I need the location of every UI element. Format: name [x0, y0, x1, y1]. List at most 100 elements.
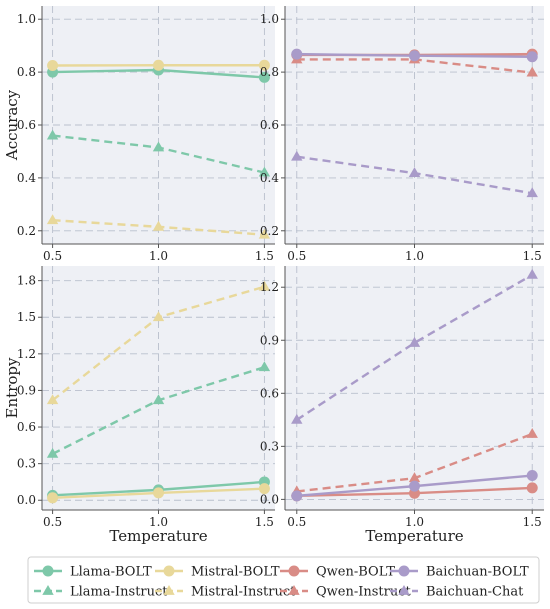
y-tick-label: 0.3: [17, 457, 36, 471]
x-tick-label: 1.0: [405, 515, 424, 529]
data-point: [408, 167, 421, 178]
legend-entry: Mistral-BOLT: [155, 565, 280, 580]
legend-entry: Baichuan-Chat: [390, 585, 524, 600]
legend-entry: Llama-Instruct: [34, 585, 168, 600]
legend-label: Qwen-BOLT: [316, 565, 395, 580]
legend: Llama-BOLT Mistral-BOLT Qwen-BOLT Baichuan-…: [27, 556, 540, 604]
series-llama-instruct: [46, 129, 271, 177]
legend-marker: [288, 565, 300, 577]
data-point: [409, 50, 420, 62]
y-tick-label: 0.4: [260, 171, 279, 185]
legend-label: Mistral-BOLT: [191, 565, 280, 580]
series-mistral-bolt: [47, 483, 270, 504]
series-mistral-instruct: [46, 280, 271, 405]
legend-label: Llama-BOLT: [70, 565, 152, 580]
series-baichuan-bolt: [291, 48, 538, 63]
legend-marker: [398, 565, 410, 577]
y-tick-label: 0.0: [260, 492, 279, 506]
data-point: [258, 280, 271, 291]
data-point: [526, 66, 538, 77]
series-baichuan-chat: [291, 268, 538, 424]
data-point: [409, 480, 420, 492]
legend-entry: Mistral-Instruct: [155, 585, 296, 600]
data-point: [46, 394, 59, 405]
legend-marker: [398, 585, 410, 595]
legend-entry: Qwen-BOLT: [280, 565, 395, 580]
data-point: [153, 59, 164, 71]
y-axis-label: Accuracy: [3, 89, 21, 161]
data-point: [258, 483, 270, 495]
legend-marker: [163, 585, 175, 595]
legend-marker: [288, 585, 300, 595]
chart-panel-top-left: 0.2 0.4 0.6 0.8 1.0 0.5 1.0 1.5 Accuracy: [3, 6, 275, 263]
legend-label: Mistral-Instruct: [191, 585, 296, 600]
x-tick-label: 1.5: [523, 249, 542, 263]
legend-marker: [163, 565, 175, 577]
data-point: [291, 413, 303, 424]
data-point: [258, 361, 271, 372]
data-point: [258, 59, 270, 71]
legend-entry: Qwen-Instruct: [280, 585, 412, 600]
data-point: [258, 228, 271, 239]
y-tick-label: 1.2: [260, 280, 279, 294]
x-tick-label: 0.5: [287, 249, 306, 263]
y-tick-label: 1.0: [17, 12, 36, 26]
y-tick-label: 0.8: [17, 65, 36, 79]
x-tick-label: 1.5: [255, 515, 274, 529]
data-point: [46, 214, 59, 225]
x-tick-label: 0.5: [287, 515, 306, 529]
y-tick-label: 0.2: [17, 224, 36, 238]
y-tick-label: 1.8: [17, 274, 36, 288]
y-tick-label: 0.2: [260, 224, 279, 238]
chart-panel-top-right: 0.2 0.4 0.6 0.8 1.0 0.5 1.0 1.5: [260, 6, 544, 263]
legend-label: Baichuan-BOLT: [426, 565, 529, 580]
y-tick-label: 0.6: [17, 420, 36, 434]
legend-marker: [42, 565, 54, 577]
data-point: [47, 60, 59, 71]
data-point: [526, 482, 538, 494]
series-mistral-bolt: [47, 59, 270, 71]
legend-label: Qwen-Instruct: [316, 585, 412, 600]
data-point: [526, 187, 538, 198]
data-point: [46, 447, 59, 458]
x-tick-label: 1.5: [523, 515, 542, 529]
data-point: [46, 129, 59, 140]
legend-marker: [42, 585, 54, 595]
y-tick-label: 1.2: [17, 347, 36, 361]
data-point: [152, 394, 165, 405]
legend-label: Baichuan-Chat: [426, 585, 524, 600]
chart-panel-bottom-right: 0.0 0.3 0.6 0.9 1.2 0.5 1.0 1.5 Temperature: [260, 266, 544, 545]
data-point: [153, 487, 164, 499]
data-point: [152, 141, 165, 152]
data-point: [526, 51, 538, 63]
y-tick-label: 0.6: [260, 118, 279, 132]
data-point: [47, 492, 59, 504]
legend-label: Llama-Instruct: [70, 585, 168, 600]
data-point: [408, 336, 421, 347]
y-tick-label: 1.5: [17, 310, 36, 324]
series-mistral-instruct: [46, 214, 271, 239]
data-point: [291, 48, 303, 60]
series-llama-instruct: [46, 361, 271, 458]
data-point: [526, 427, 538, 438]
data-point: [258, 166, 271, 177]
series-baichuan-bolt: [291, 470, 538, 502]
data-point: [152, 220, 165, 231]
data-point: [152, 311, 165, 322]
y-tick-label: 0.6: [260, 386, 279, 400]
data-point: [291, 150, 303, 161]
y-tick-label: 0.0: [17, 493, 36, 507]
legend-entry: Llama-BOLT: [34, 565, 152, 580]
x-tick-label: 0.5: [43, 249, 62, 263]
data-point: [258, 71, 270, 83]
data-point: [526, 470, 538, 482]
y-axis-label: Entropy: [3, 357, 21, 418]
series-line: [296, 273, 533, 421]
y-tick-label: 0.9: [260, 333, 279, 347]
y-tick-label: 0.8: [260, 65, 279, 79]
y-tick-label: 1.0: [260, 12, 279, 26]
series-baichuan-chat: [291, 150, 538, 198]
data-point: [408, 472, 421, 483]
x-tick-label: 1.5: [255, 249, 274, 263]
